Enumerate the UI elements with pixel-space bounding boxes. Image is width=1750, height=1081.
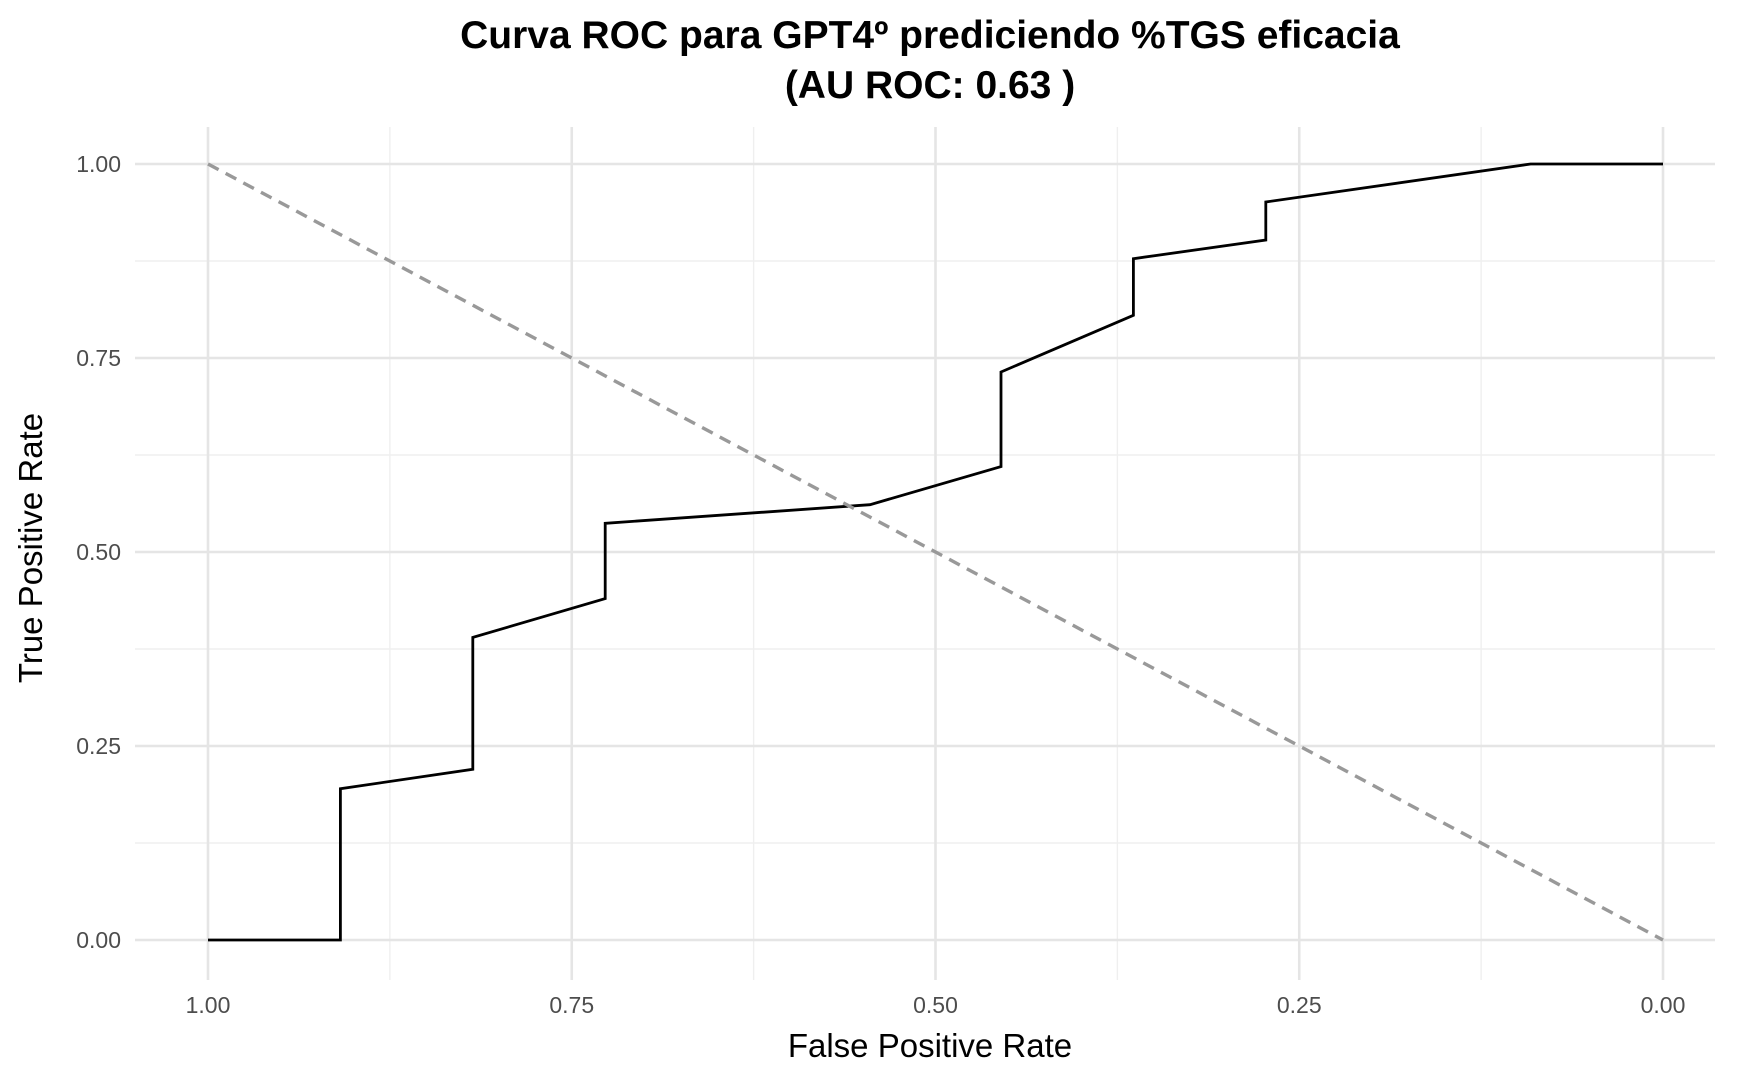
- y-tick-label: 1.00: [76, 151, 121, 177]
- x-tick-label: 0.50: [913, 992, 958, 1018]
- roc-curve-line: [208, 162, 1663, 942]
- y-tick-label: 0.75: [76, 345, 121, 371]
- y-tick-label: 0.25: [76, 733, 121, 759]
- x-axis-label: False Positive Rate: [788, 1027, 1072, 1064]
- x-tick-label: 0.00: [1641, 992, 1686, 1018]
- chart-subtitle: (AU ROC: 0.63 ): [785, 64, 1075, 107]
- y-tick-label: 0.50: [76, 539, 121, 565]
- reference-diagonal-line: [207, 162, 1664, 942]
- tick-labels: 1.00 0.75 0.50 0.25 0.00 0.00 0.25 0.50 0.75 1.00: [76, 151, 1685, 1018]
- y-tick-label: 0.00: [76, 927, 121, 953]
- series-layer: [207, 162, 1664, 942]
- x-tick-label: 1.00: [186, 992, 231, 1018]
- grid-lines: [135, 127, 1715, 980]
- y-axis-label: True Positive Rate: [12, 413, 49, 683]
- x-tick-label: 0.75: [549, 992, 594, 1018]
- chart-title: Curva ROC para GPT4º prediciendo %TGS ef…: [460, 14, 1400, 57]
- x-tick-label: 0.25: [1277, 992, 1322, 1018]
